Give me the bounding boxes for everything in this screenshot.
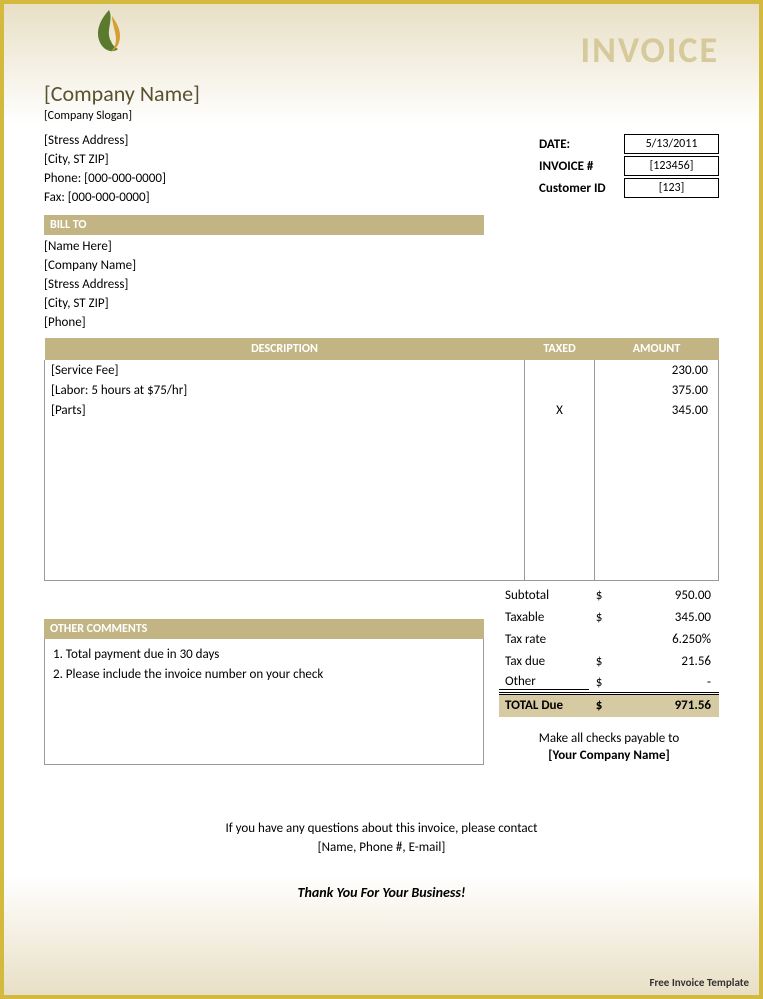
- table-row: [45, 520, 719, 540]
- comments-box: OTHER COMMENTS 1. Total payment due in 3…: [44, 619, 484, 765]
- taxdue-value: 21.56: [609, 654, 719, 669]
- company-address: [Stress Address]: [44, 133, 166, 148]
- payable-block: Make all checks payable to [Your Company…: [499, 731, 719, 763]
- customer-id-value: [123]: [624, 178, 719, 198]
- cell-desc: [Service Fee]: [45, 360, 525, 380]
- company-address-block: [Stress Address] [City, ST ZIP] Phone: […: [44, 133, 166, 209]
- total-due-value: 971.56: [609, 698, 719, 713]
- cell-desc: [Parts]: [45, 400, 525, 420]
- cell-amount: 345.00: [595, 400, 719, 420]
- comment-line: 2. Please include the invoice number on …: [53, 665, 475, 686]
- table-row: [45, 460, 719, 480]
- customer-id-label: Customer ID: [539, 181, 624, 196]
- taxdue-cur: $: [589, 654, 609, 669]
- date-value: 5/13/2011: [624, 134, 719, 154]
- billto-phone: [Phone]: [44, 315, 719, 330]
- date-label: DATE:: [539, 137, 624, 152]
- contact-line: If you have any questions about this inv…: [44, 819, 719, 839]
- flame-leaf-logo-icon: [82, 6, 136, 64]
- other-value: -: [609, 675, 719, 690]
- company-phone: Phone: [000-000-0000]: [44, 171, 166, 186]
- invoice-meta: DATE: 5/13/2011 INVOICE # [123456] Custo…: [539, 133, 719, 209]
- col-taxed: TAXED: [525, 338, 595, 360]
- total-due-label: TOTAL Due: [499, 698, 589, 713]
- col-description: DESCRIPTION: [45, 338, 525, 360]
- taxrate-label: Tax rate: [499, 632, 589, 647]
- other-cur: $: [589, 675, 609, 690]
- subtotal-label: Subtotal: [499, 588, 589, 603]
- table-row: [45, 500, 719, 520]
- payable-line: Make all checks payable to: [499, 731, 719, 746]
- table-row: [45, 420, 719, 440]
- company-city: [City, ST ZIP]: [44, 152, 166, 167]
- cell-amount: 230.00: [595, 360, 719, 380]
- table-row: [45, 440, 719, 460]
- table-row: [45, 480, 719, 500]
- contact-block: If you have any questions about this inv…: [44, 819, 719, 858]
- taxdue-label: Tax due: [499, 654, 589, 669]
- company-name: [Company Name]: [44, 80, 719, 107]
- table-row: [Service Fee] 230.00: [45, 360, 719, 380]
- billto-address: [Stress Address]: [44, 277, 719, 292]
- billto-name: [Name Here]: [44, 239, 719, 254]
- taxable-label: Taxable: [499, 610, 589, 625]
- contact-who: [Name, Phone #, E-mail]: [44, 838, 719, 858]
- payable-name: [Your Company Name]: [499, 748, 719, 763]
- billto-city: [City, ST ZIP]: [44, 296, 719, 311]
- table-row: [Parts] X 345.00: [45, 400, 719, 420]
- col-amount: AMOUNT: [595, 338, 719, 360]
- invoice-num-value: [123456]: [624, 156, 719, 176]
- other-label: Other: [499, 674, 589, 690]
- taxable-cur: $: [589, 610, 609, 625]
- company-slogan: [Company Slogan]: [44, 109, 719, 123]
- comments-header: OTHER COMMENTS: [44, 619, 484, 639]
- table-row: [45, 560, 719, 580]
- cell-taxed: [525, 380, 595, 400]
- company-fax: Fax: [000-000-0000]: [44, 190, 166, 205]
- thank-you: Thank You For Your Business!: [44, 884, 719, 901]
- bill-to-block: [Name Here] [Company Name] [Stress Addre…: [44, 239, 719, 330]
- invoice-page: Free Invoice Template INVOICE [Company N…: [0, 0, 763, 999]
- cell-amount: 375.00: [595, 380, 719, 400]
- footer-tag: Free Invoice Template: [649, 976, 749, 989]
- totals-block: Subtotal $ 950.00 Taxable $ 345.00 Tax r…: [499, 585, 719, 765]
- comment-line: 1. Total payment due in 30 days: [53, 645, 475, 666]
- invoice-num-label: INVOICE #: [539, 159, 624, 174]
- subtotal-value: 950.00: [609, 588, 719, 603]
- total-due-cur: $: [589, 698, 609, 713]
- line-items-table: DESCRIPTION TAXED AMOUNT [Service Fee] 2…: [44, 338, 719, 581]
- cell-taxed: X: [525, 400, 595, 420]
- cell-taxed: [525, 360, 595, 380]
- table-row: [45, 540, 719, 560]
- invoice-title: INVOICE: [581, 28, 719, 72]
- taxable-value: 345.00: [609, 610, 719, 625]
- table-row: [Labor: 5 hours at $75/hr] 375.00: [45, 380, 719, 400]
- bill-to-header: BILL TO: [44, 215, 484, 235]
- taxrate-value: 6.250%: [609, 632, 719, 647]
- cell-desc: [Labor: 5 hours at $75/hr]: [45, 380, 525, 400]
- subtotal-cur: $: [589, 588, 609, 603]
- billto-company: [Company Name]: [44, 258, 719, 273]
